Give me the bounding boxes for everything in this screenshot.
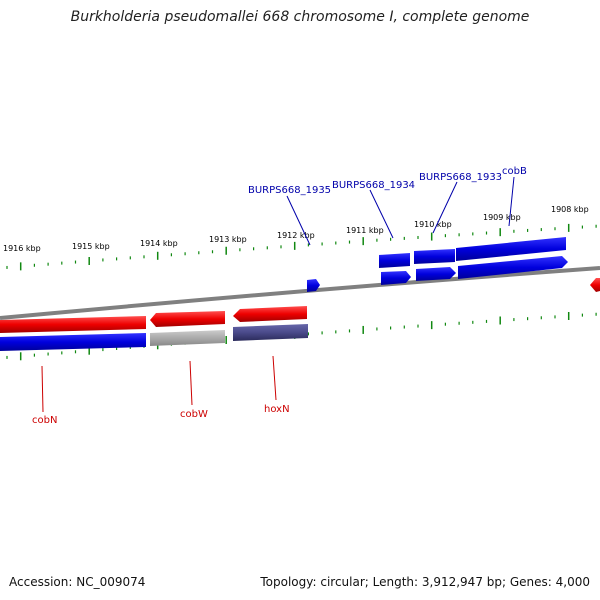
gene-BURPS668_1933[interactable]: [414, 249, 455, 264]
genome-info: Topology: circular; Length: 3,912,947 bp…: [260, 575, 590, 589]
leader-line: [189, 360, 193, 406]
cds-cobN[interactable]: [0, 333, 146, 351]
leader-line: [41, 365, 44, 413]
chromosome-backbone: [0, 266, 600, 320]
cds-cobW[interactable]: [150, 330, 225, 346]
gene-label-BURPS668_1935[interactable]: BURPS668_1935: [248, 185, 331, 196]
leader-line: [432, 181, 458, 234]
gene-hoxN[interactable]: [233, 306, 307, 322]
leader-line: [369, 189, 394, 239]
reverse-strand-genes: [0, 278, 600, 333]
label-leaders: [41, 176, 515, 413]
gene-labels: BURPS668_1935 BURPS668_1934 BURPS668_193…: [32, 166, 527, 426]
gene-label-BURPS668_1933[interactable]: BURPS668_1933: [419, 172, 502, 183]
gene-BURPS668_1934[interactable]: [379, 253, 410, 268]
cds-BURPS668_1933[interactable]: [416, 267, 456, 281]
cds-cobB[interactable]: [458, 256, 568, 279]
leader-line: [286, 195, 311, 246]
gene-label-BURPS668_1934[interactable]: BURPS668_1934: [332, 180, 415, 191]
gene-label-cobN[interactable]: cobN: [32, 415, 57, 426]
map-title: Burkholderia pseudomallei 668 chromosome…: [70, 9, 530, 25]
gene-small-forward[interactable]: [307, 279, 320, 292]
cds-track: [0, 324, 308, 351]
gene-label-cobB[interactable]: cobB: [502, 166, 527, 177]
scale-labels: 1916 kbp 1915 kbp 1914 kbp 1913 kbp 1912…: [3, 205, 589, 253]
gene-cobN[interactable]: [0, 316, 146, 333]
gene-label-cobW[interactable]: cobW: [180, 409, 208, 420]
gene-cobW[interactable]: [150, 311, 225, 327]
scale-label: 1916 kbp: [3, 244, 41, 253]
scale-label: 1908 kbp: [551, 205, 589, 214]
scale-label: 1909 kbp: [483, 213, 521, 222]
scale-label: 1913 kbp: [209, 235, 247, 244]
scale-label: 1914 kbp: [140, 239, 178, 248]
leader-line: [272, 355, 277, 401]
scale-label: 1915 kbp: [72, 242, 110, 251]
gene-cobB[interactable]: [456, 237, 566, 261]
forward-strand-genes: [307, 237, 568, 292]
scale-label: 1911 kbp: [346, 226, 384, 235]
gene-edge-right[interactable]: [590, 278, 600, 292]
scale-label: 1912 kbp: [277, 231, 315, 240]
leader-line: [508, 176, 515, 227]
cds-hoxN[interactable]: [233, 324, 308, 341]
cds-BURPS668_1934[interactable]: [381, 271, 411, 285]
accession-label: Accession: NC_009074: [9, 575, 146, 589]
scale-label: 1910 kbp: [414, 220, 452, 229]
scale-ticks-outer: [6, 223, 597, 271]
gene-label-hoxN[interactable]: hoxN: [264, 404, 290, 415]
